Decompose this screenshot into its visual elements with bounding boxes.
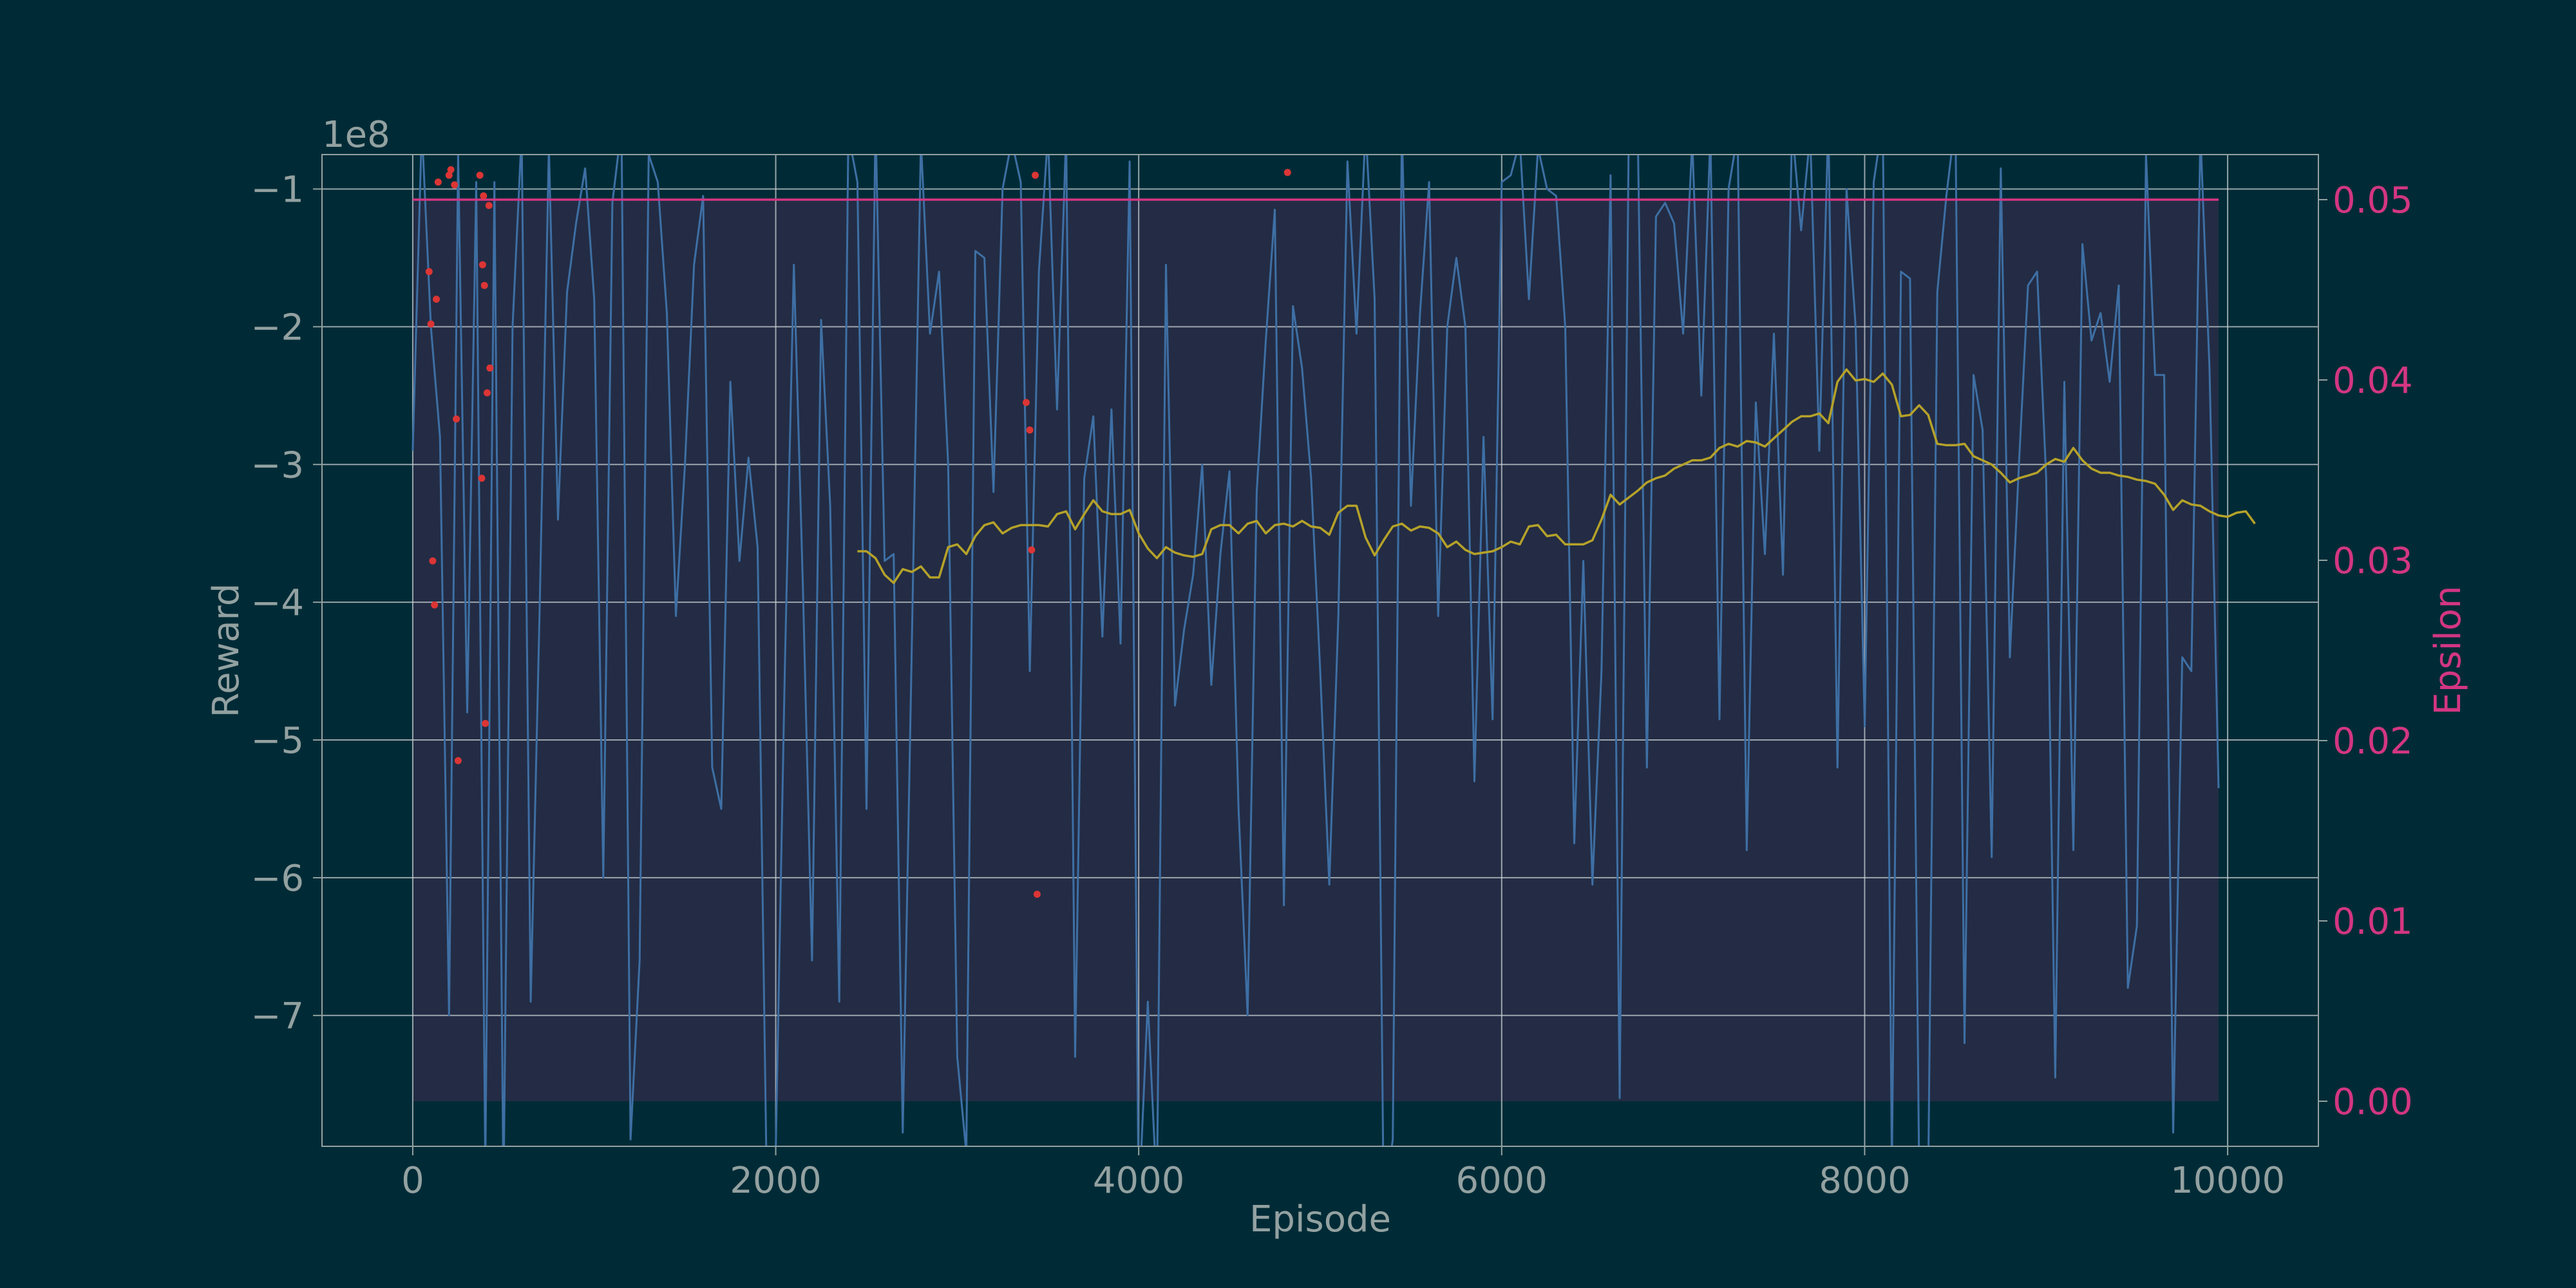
scatter-point <box>1032 171 1039 179</box>
y2-tick-label: 0.02 <box>2333 721 2413 762</box>
epsilon-band <box>412 200 2219 1101</box>
x-tick-label: 4000 <box>1093 1160 1185 1202</box>
scatter-point <box>480 192 488 200</box>
y2-tick-label: 0.00 <box>2333 1081 2413 1123</box>
scatter-point <box>480 281 488 289</box>
reward-line <box>412 155 2220 1146</box>
x-tick-label: 10000 <box>2170 1160 2285 1202</box>
scatter-point <box>476 171 484 179</box>
scatter-point <box>483 389 491 397</box>
scatter-point <box>1283 169 1291 176</box>
scatter-point <box>1022 399 1030 406</box>
scatter-point <box>431 601 439 609</box>
x-axis-label: Episode <box>1249 1198 1391 1240</box>
series-layer <box>412 155 2256 1146</box>
scatter-point <box>482 719 489 727</box>
scatter-layer <box>425 166 1291 898</box>
moving-average-line <box>857 368 2256 584</box>
y-axis-label: Reward <box>205 583 247 718</box>
y-tick-label: −1 <box>251 169 304 211</box>
y-tick-label: −4 <box>251 582 304 624</box>
y-tick-label: −3 <box>251 444 304 486</box>
scatter-point <box>425 268 433 276</box>
scatter-point <box>486 365 494 372</box>
y-tick-label: −7 <box>251 996 304 1037</box>
scatter-point <box>454 757 462 764</box>
x-tick-label: 2000 <box>730 1160 822 1202</box>
scatter-point <box>1028 546 1036 554</box>
scatter-point <box>429 557 437 565</box>
y-axis-offset-label: 1e8 <box>322 114 390 156</box>
plot-face <box>412 200 2219 1101</box>
x-tick-label: 8000 <box>1819 1160 1911 1202</box>
scatter-point <box>434 178 442 186</box>
scatter-point <box>478 475 486 482</box>
scatter-point <box>451 181 459 189</box>
y2-tick-label: 0.01 <box>2333 901 2413 943</box>
scatter-point <box>427 320 435 328</box>
scatter-point <box>447 166 455 174</box>
y-tick-label: −6 <box>251 858 304 900</box>
scatter-point <box>1026 426 1034 434</box>
y2-axis-label: Epsilon <box>2427 586 2469 715</box>
y2-tick-label: 0.04 <box>2333 360 2413 402</box>
x-tick-label: 0 <box>401 1160 424 1202</box>
y-tick-label: −5 <box>251 720 304 762</box>
tick-layer: 0 2000 4000 6000 8000 10000 −1 −2 −3 −4 −5 −6 −7 0.00… <box>251 169 2412 1202</box>
y2-tick-label: 0.03 <box>2333 540 2413 582</box>
y-tick-label: −2 <box>251 307 304 348</box>
scatter-point <box>485 202 493 209</box>
scatter-point <box>478 261 486 269</box>
plot-frame <box>321 154 2319 1147</box>
scatter-point <box>433 296 440 303</box>
x-tick-label: 6000 <box>1456 1160 1548 1202</box>
y2-tick-label: 0.05 <box>2333 180 2413 222</box>
scatter-point <box>1033 891 1041 898</box>
scatter-point <box>445 171 453 179</box>
scatter-point <box>453 415 460 423</box>
